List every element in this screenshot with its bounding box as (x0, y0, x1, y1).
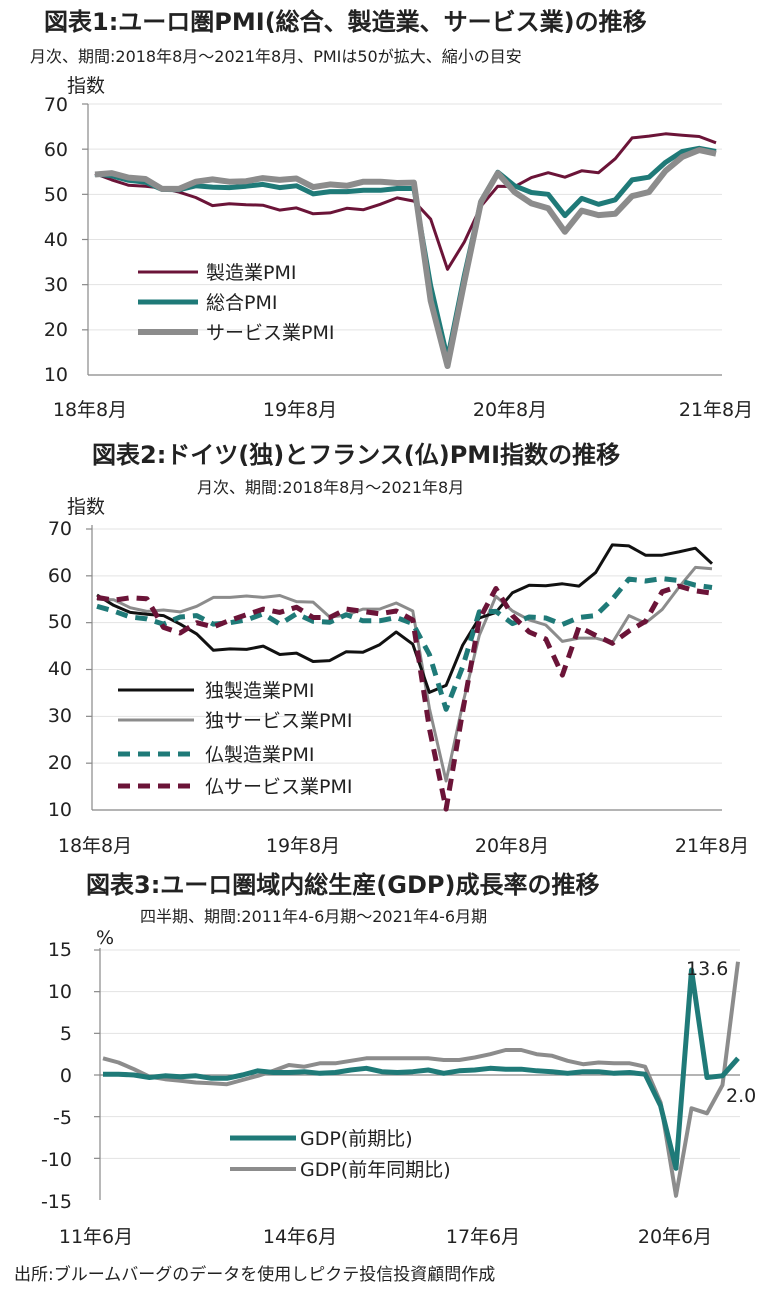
chart3-xtick: 20年6月 (638, 1226, 712, 1248)
chart3-xtick: 11年6月 (59, 1226, 133, 1248)
fr-services-line (96, 583, 713, 812)
chart3-ytick: 15 (48, 939, 72, 961)
chart2-ylabel: 指数 (67, 496, 105, 518)
chart2-legend-label: 独サービス業PMI (205, 710, 352, 732)
chart1-legend-label: 製造業PMI (206, 262, 296, 284)
chart2-legend-label: 仏サービス業PMI (205, 776, 352, 798)
chart3-annotation-qoq-last: 2.0 (726, 1085, 756, 1107)
chart3-ylabel: % (96, 927, 114, 949)
chart1-xtick: 18年8月 (53, 399, 127, 421)
chart3-ytick: -10 (41, 1149, 72, 1171)
chart3-legend: GDP(前期比) GDP(前年同期比) (230, 1128, 451, 1181)
chart1-title: 図表1:ユーロ圏PMI(総合、製造業、サービス業)の推移 (44, 8, 647, 36)
chart1-ylabel: 指数 (67, 75, 105, 97)
chart3-xtick: 17年6月 (446, 1226, 520, 1248)
chart2-ytick: 40 (48, 658, 72, 680)
composite-pmi-line (94, 145, 717, 362)
chart1-subtitle: 月次、期間:2018年8月～2021年8月、PMIは50が拡大、縮小の目安 (30, 47, 522, 66)
chart2-legend-label: 仏製造業PMI (205, 744, 314, 766)
chart1-xtick: 21年8月 (679, 399, 753, 421)
chart3-title: 図表3:ユーロ圏域内総生産(GDP)成長率の推移 (86, 871, 599, 899)
chart1-ytick: 10 (44, 364, 68, 386)
chart1-legend-label: サービス業PMI (206, 322, 334, 344)
services-pmi-line (94, 147, 717, 369)
chart2-subtitle: 月次、期間:2018年8月～2021年8月 (197, 478, 464, 497)
chart3-annotation-yoy-last: 13.6 (686, 958, 728, 980)
chart2-title: 図表2:ドイツ(独)とフランス(仏)PMI指数の推移 (92, 441, 620, 469)
chart2-ytick: 30 (48, 705, 72, 727)
gdp-yoy-line (102, 961, 740, 1198)
chart1-legend: 製造業PMI 総合PMI サービス業PMI (138, 262, 334, 344)
chart3-ytick: 10 (48, 981, 72, 1003)
chart1-xtick: 20年8月 (473, 399, 547, 421)
chart2-xtick: 19年8月 (266, 835, 340, 857)
source-note: 出所:ブルームバーグのデータを使用しピクテ投信投資顧問作成 (14, 1264, 495, 1285)
chart1-xtick: 19年8月 (263, 399, 337, 421)
chart1-ytick: 50 (44, 184, 68, 206)
chart1-ytick: 70 (44, 94, 68, 116)
chart1: 図表1:ユーロ圏PMI(総合、製造業、サービス業)の推移 月次、期間:2018年… (30, 8, 753, 421)
chart2-ytick: 50 (48, 611, 72, 633)
chart3-ytick: -15 (41, 1191, 72, 1213)
chart3-legend-label: GDP(前年同期比) (300, 1159, 451, 1181)
chart3-ytick: 0 (60, 1065, 72, 1087)
chart2-xtick: 18年8月 (58, 835, 132, 857)
chart3-legend-label: GDP(前期比) (300, 1128, 413, 1150)
chart3: 図表3:ユーロ圏域内総生産(GDP)成長率の推移 四半期、期間:2011年4-6… (41, 871, 756, 1248)
chart2-ytick: 60 (48, 565, 72, 587)
manufacturing-pmi-line (94, 132, 717, 271)
chart2-legend-label: 独製造業PMI (205, 680, 314, 702)
chart2-ytick: 70 (48, 518, 72, 540)
chart2: 図表2:ドイツ(独)とフランス(仏)PMI指数の推移 月次、期間:2018年8月… (48, 441, 749, 857)
chart3-xtick: 14年6月 (263, 1226, 337, 1248)
chart2-xtick: 20年8月 (475, 835, 549, 857)
chart3-subtitle: 四半期、期間:2011年4-6月期～2021年4-6月期 (140, 907, 487, 926)
chart2-xtick: 21年8月 (675, 835, 749, 857)
chart1-legend-label: 総合PMI (206, 292, 277, 314)
chart1-ytick: 30 (44, 274, 68, 296)
gdp-qoq-line (103, 967, 740, 1171)
chart2-ytick: 20 (48, 752, 72, 774)
chart3-ytick: 5 (60, 1023, 72, 1045)
chart3-ytick: -5 (53, 1107, 72, 1129)
chart1-ytick: 40 (44, 229, 68, 251)
de-manufacturing-line (96, 543, 714, 694)
chart2-ytick: 10 (48, 799, 72, 821)
de-services-line (96, 565, 713, 783)
fr-manufacturing-line (96, 576, 713, 712)
chart1-ytick: 20 (44, 319, 68, 341)
chart1-ytick: 60 (44, 139, 68, 161)
chart2-legend: 独製造業PMI 独サービス業PMI 仏製造業PMI 仏サービス業PMI (118, 680, 352, 798)
